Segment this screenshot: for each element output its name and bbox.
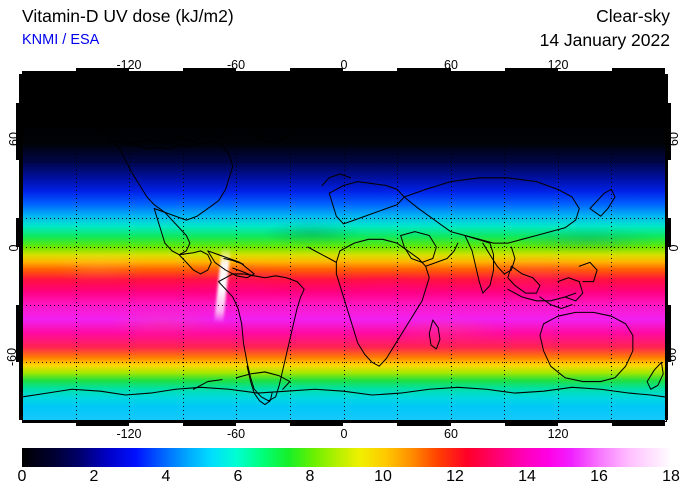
map-plot-area [22, 74, 665, 420]
top-tick-label-2: 0 [340, 58, 348, 72]
page-title: Vitamin-D UV dose (kJ/m2) [22, 6, 234, 26]
colorbar-tick-16: 16 [590, 468, 608, 485]
top-tick-label-0: -120 [116, 58, 142, 72]
colorbar-tick-14: 14 [518, 468, 536, 485]
grid-lon-60 [450, 74, 452, 420]
right-tick-label-60: 60 [667, 132, 681, 146]
coastlines [22, 74, 665, 420]
colorbar [22, 448, 672, 467]
colorbar-tick-4: 4 [161, 468, 171, 485]
right-tick-label--60: -60 [665, 347, 679, 367]
graticule [22, 74, 665, 420]
colorbar-tick-10: 10 [374, 468, 392, 485]
credit-label: KNMI / ESA [22, 32, 100, 48]
colorbar-tick-12: 12 [446, 468, 464, 485]
colorbar-tick-2: 2 [89, 468, 99, 485]
bottom-axis-bar [22, 420, 665, 426]
bottom-tick-label-3: 60 [444, 427, 458, 441]
bottom-tick-label-2: 0 [340, 427, 348, 441]
left-tick-label-60: 60 [7, 132, 21, 146]
grid-lon--150 [75, 74, 77, 420]
right-tick-label-0: 0 [667, 244, 681, 252]
top-axis-bar [22, 68, 665, 74]
colorbar-tick-0: 0 [17, 468, 27, 485]
date-label: 14 January 2022 [539, 30, 670, 50]
colorbar-tick-8: 8 [305, 468, 315, 485]
grid-lon-120 [557, 74, 559, 420]
top-tick-label-1: -60 [226, 58, 246, 72]
top-tick-label-4: 120 [547, 58, 569, 72]
bottom-tick-label-4: 120 [547, 427, 569, 441]
sky-condition-label: Clear-sky [596, 6, 670, 26]
bottom-tick-label-0: -120 [116, 427, 142, 441]
grid-lon--120 [129, 74, 131, 420]
grid-lon-30 [397, 74, 399, 420]
left-tick-label-0: 0 [7, 244, 21, 252]
colorbar-tick-6: 6 [233, 468, 243, 485]
grid-lon-150 [611, 74, 613, 420]
left-axis-bar [16, 74, 22, 420]
colorbar-tick-18: 18 [662, 468, 680, 485]
grid-lon--30 [289, 74, 291, 420]
left-tick-label--60: -60 [5, 347, 19, 367]
grid-lon-90 [504, 74, 506, 420]
bottom-tick-label-1: -60 [226, 427, 246, 441]
right-axis-bar [665, 74, 671, 420]
grid-lon-0 [343, 74, 345, 420]
grid-lon--90 [182, 74, 184, 420]
grid-lon--60 [236, 74, 238, 420]
top-tick-label-3: 60 [444, 58, 458, 72]
